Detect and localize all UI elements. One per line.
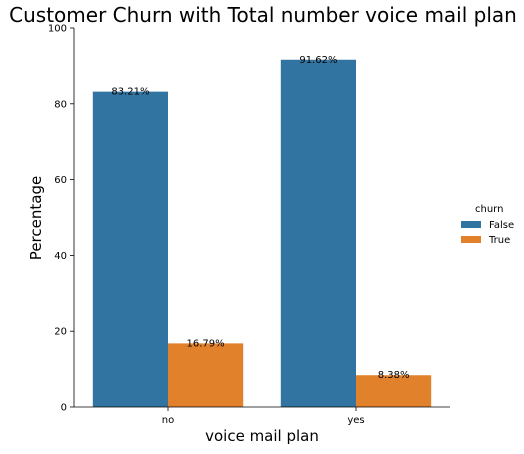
y-axis-label: Percentage [27,176,45,260]
y-tick-label-0: 0 [61,403,67,414]
plot-area: 83.21% 16.79% 91.62% 8.38% [92,55,432,407]
bar-true-yes [356,375,432,407]
data-label-true-no: 16.79% [187,338,225,349]
y-tick-label-80: 80 [54,99,67,110]
y-tick-label-20: 20 [54,327,67,338]
chart-title: Customer Churn with Total number voice m… [9,3,517,27]
x-axis-label: voice mail plan [205,427,319,445]
legend-label-false: False [489,220,514,231]
data-label-false-yes: 91.62% [299,55,337,66]
legend-swatch-false [461,221,481,228]
y-axis: 0 20 40 60 80 100 [48,24,75,414]
legend-label-true: True [488,235,510,246]
legend-swatch-true [461,236,481,243]
bar-false-no [92,91,168,407]
y-tick-label-60: 60 [54,175,67,186]
y-tick-label-40: 40 [54,251,67,262]
x-axis: no yes [74,406,450,426]
bar-true-no [168,343,244,407]
x-tick-label-yes: yes [347,415,364,426]
data-label-false-no: 83.21% [111,87,149,98]
y-tick-label-100: 100 [48,24,67,35]
x-tick-label-no: no [162,415,174,426]
data-label-true-yes: 8.38% [378,370,410,381]
bar-false-yes [280,59,356,407]
legend-title: churn [475,204,503,215]
legend: churn False True [461,204,514,246]
